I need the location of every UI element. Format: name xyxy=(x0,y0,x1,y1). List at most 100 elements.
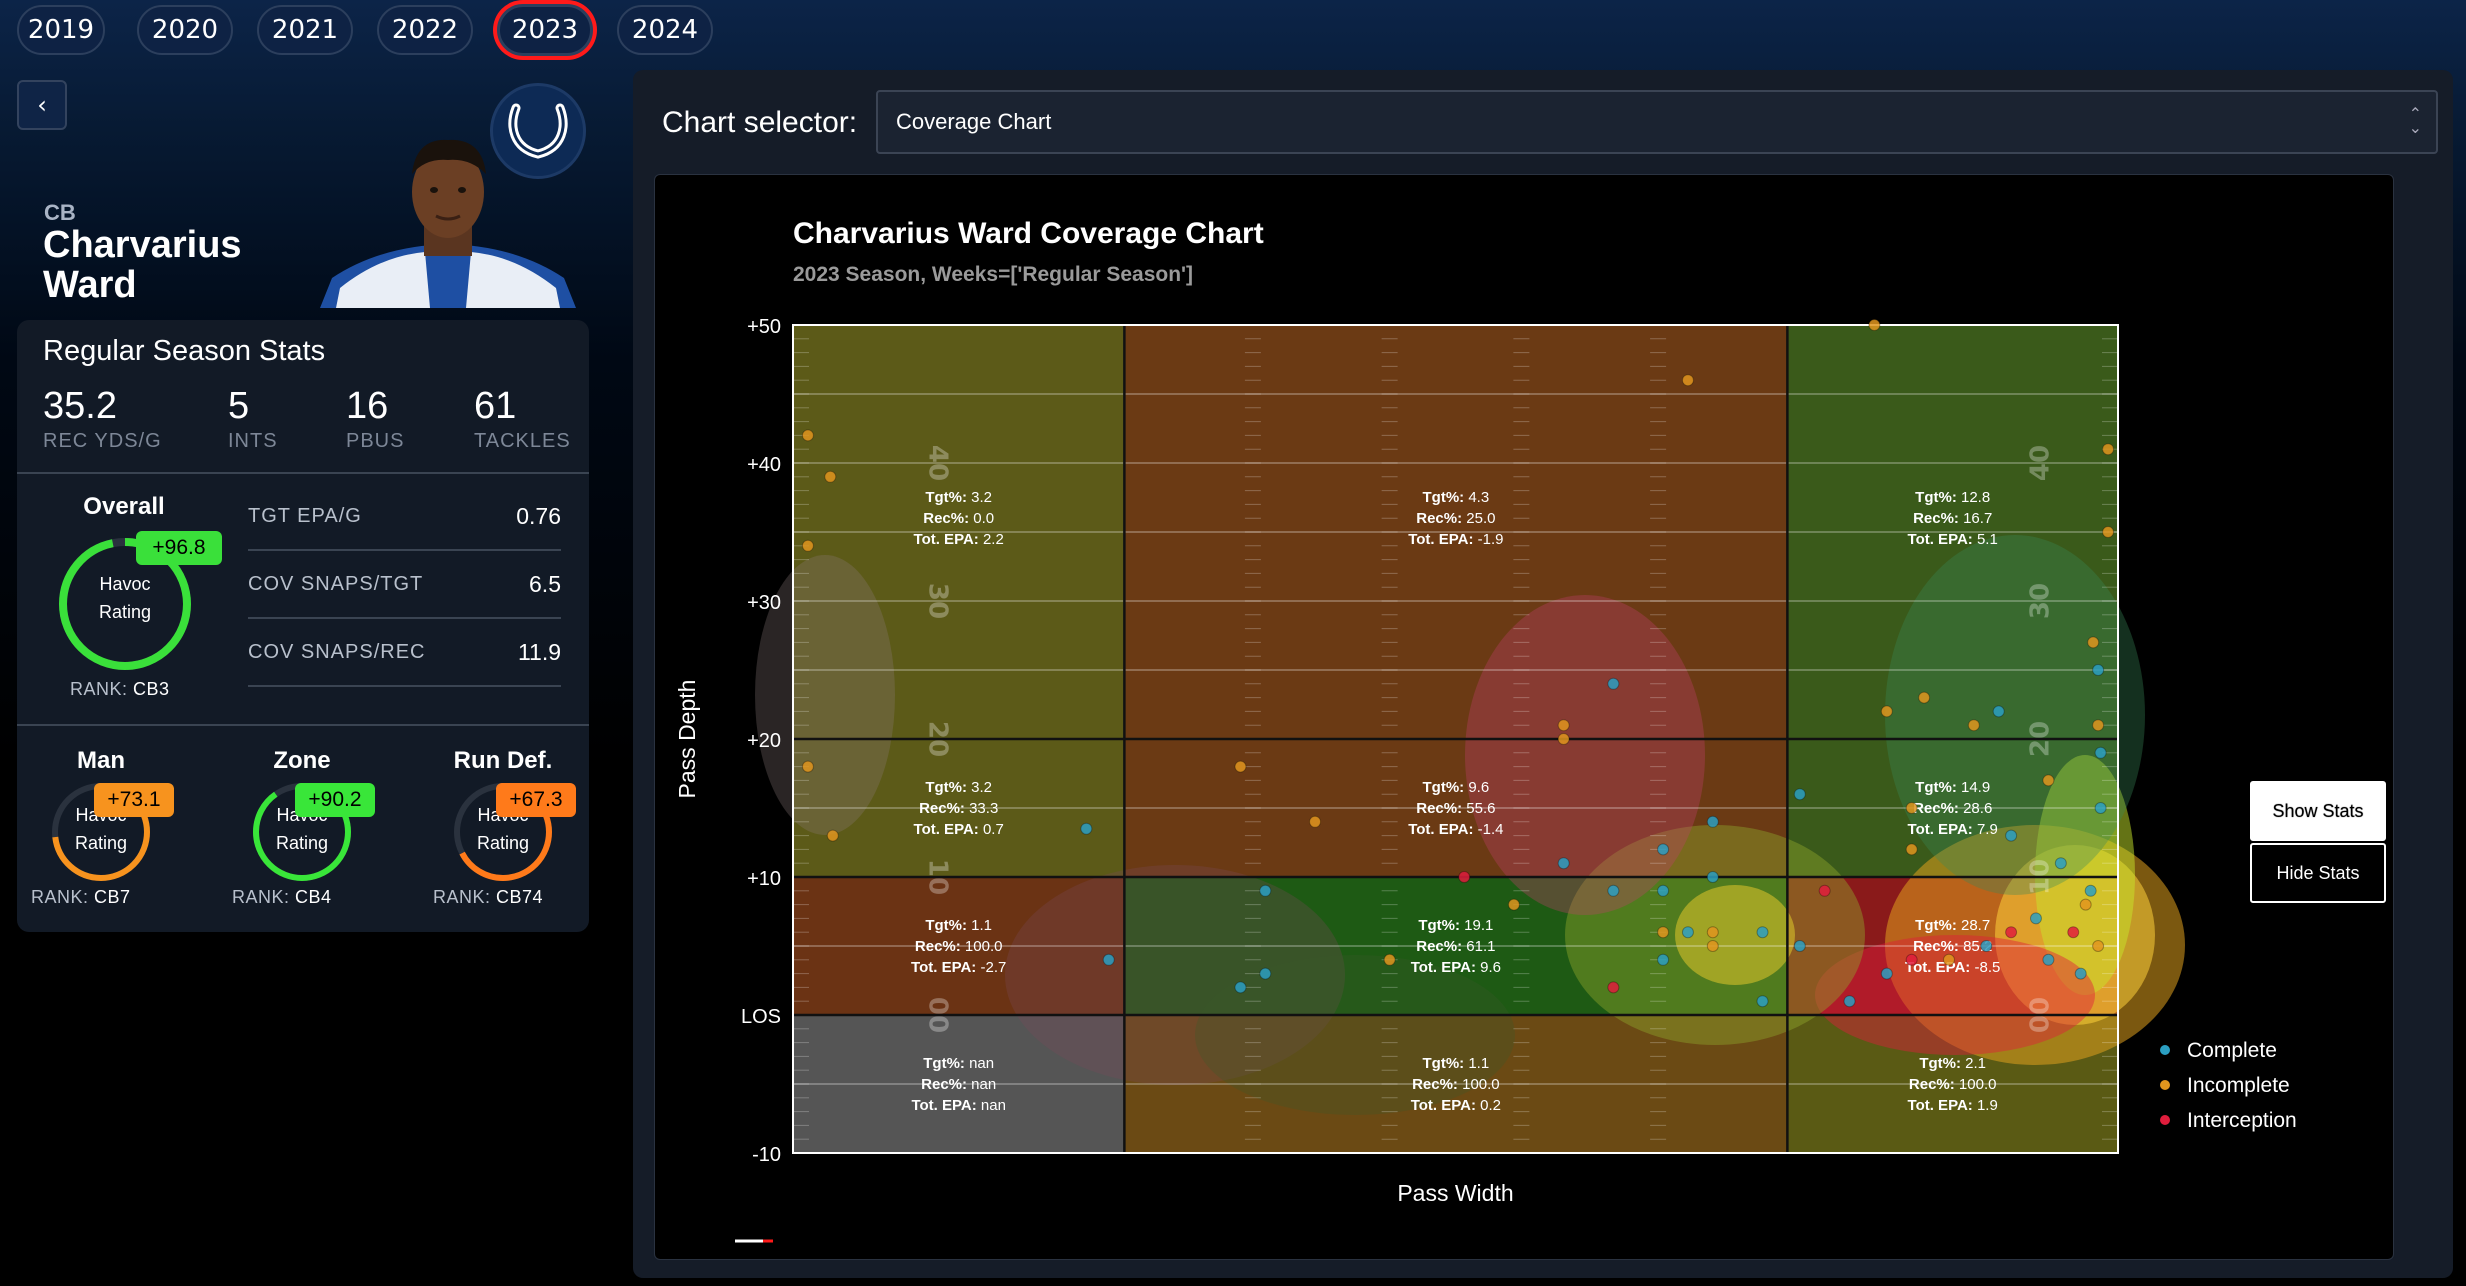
zone-stat-line: Tot. EPA: nan xyxy=(911,1097,1005,1114)
legend-marker xyxy=(2160,1080,2170,1090)
data-point xyxy=(1967,719,1980,732)
team-logo xyxy=(490,83,586,179)
legend-entry: Complete xyxy=(2187,1039,2277,1062)
zone-stat-line: Tgt%: 2.1 xyxy=(1919,1055,1986,1072)
overall-badge: +96.8 xyxy=(136,531,222,565)
chart-selector-label: Chart selector: xyxy=(662,106,858,139)
data-point xyxy=(2094,746,2107,759)
data-point xyxy=(1756,926,1769,939)
zone-stat-line: Tot. EPA: 7.9 xyxy=(1908,821,1998,838)
data-point xyxy=(2005,926,2018,939)
sub-rating-badge: +67.3 xyxy=(496,783,576,817)
data-point xyxy=(801,539,814,552)
legend-entry: Interception xyxy=(2187,1109,2297,1132)
year-tab-2022[interactable]: 2022 xyxy=(377,5,473,55)
chart-subtitle: 2023 Season, Weeks=['Regular Season'] xyxy=(793,263,1193,286)
data-point xyxy=(1880,967,1893,980)
data-point xyxy=(826,829,839,842)
legend-marker xyxy=(2160,1115,2170,1125)
chevron-left-icon: ‹ xyxy=(37,91,47,119)
data-point xyxy=(1918,691,1931,704)
data-point xyxy=(2087,636,2100,649)
coverage-chart-svg: Charvarius Ward Coverage Chart 2023 Seaso… xyxy=(674,217,2297,1243)
data-point xyxy=(801,429,814,442)
data-point xyxy=(1607,884,1620,897)
sub-rating-title: Man xyxy=(77,747,125,774)
year-tab-2024[interactable]: 2024 xyxy=(617,5,713,55)
data-point xyxy=(1942,953,1955,966)
player-position: CB xyxy=(44,200,76,225)
density-contour xyxy=(755,555,895,835)
data-point xyxy=(1905,802,1918,814)
stat-ints: 5 INTS xyxy=(228,385,278,452)
zone-stat-line: Tot. EPA: -1.9 xyxy=(1408,531,1503,548)
overall-title: Overall xyxy=(83,493,165,520)
data-point xyxy=(1259,884,1272,897)
data-point xyxy=(2054,857,2067,870)
coverage-zone xyxy=(793,739,1125,877)
year-tab-2023[interactable]: 2023 xyxy=(497,4,593,56)
data-point xyxy=(2042,953,2055,966)
data-point xyxy=(1557,719,1570,732)
data-point xyxy=(2005,829,2018,842)
year-tab-2020[interactable]: 2020 xyxy=(137,5,233,55)
sub-rating-rank: RANK: CB4 xyxy=(232,887,332,907)
coverage-zone xyxy=(793,877,1125,1015)
yard-number: 40 xyxy=(923,445,953,481)
zone-stat-line: Tgt%: 3.2 xyxy=(925,779,992,796)
data-point xyxy=(1756,995,1769,1008)
zone-stat-line: Rec%: 25.0 xyxy=(1416,510,1495,527)
zone-stat-line: Tot. EPA: 0.2 xyxy=(1411,1097,1501,1114)
hide-stats-button[interactable]: Hide Stats xyxy=(2250,843,2386,903)
data-point xyxy=(824,470,837,483)
coverage-chart: Charvarius Ward Coverage Chart 2023 Seaso… xyxy=(654,174,2394,1260)
data-point xyxy=(1793,940,1806,952)
density-contour xyxy=(1885,535,2145,895)
data-point xyxy=(2102,443,2115,456)
y-tick-label: +40 xyxy=(747,454,781,476)
back-button[interactable]: ‹ xyxy=(17,80,67,130)
data-point xyxy=(2079,898,2092,911)
y-tick-label: +30 xyxy=(747,592,781,614)
yard-number: 30 xyxy=(2025,583,2055,619)
y-axis-label: Pass Depth xyxy=(674,680,700,799)
density-contour xyxy=(1815,935,2095,1055)
yard-number: 30 xyxy=(923,583,953,619)
show-stats-button[interactable]: Show Stats xyxy=(2250,781,2386,841)
data-point xyxy=(2102,526,2115,538)
data-point xyxy=(1905,953,1918,966)
density-contour xyxy=(1675,885,1795,985)
regular-season-title: Regular Season Stats xyxy=(43,335,326,367)
zone-stat-line: Tgt%: 19.1 xyxy=(1418,917,1493,934)
data-point xyxy=(1259,967,1272,980)
data-point xyxy=(1706,815,1719,828)
chart-selector-dropdown[interactable]: Coverage Chart ⌃ ⌄ xyxy=(876,90,2438,154)
data-point xyxy=(1657,926,1670,939)
year-tab-2021[interactable]: 2021 xyxy=(257,5,353,55)
data-point xyxy=(1706,940,1719,952)
year-tab-2019[interactable]: 2019 xyxy=(17,5,105,55)
data-point xyxy=(1458,871,1471,883)
stat-tackles: 61 TACKLES xyxy=(474,385,571,452)
data-point xyxy=(1818,884,1831,897)
data-point xyxy=(1607,677,1620,690)
data-point xyxy=(1507,898,1520,911)
data-point xyxy=(1657,843,1670,856)
zone-stat-line: Tgt%: 12.8 xyxy=(1915,489,1990,506)
legend-marker xyxy=(2160,1045,2170,1055)
zone-stat-line: Tgt%: 1.1 xyxy=(925,917,992,934)
data-point xyxy=(1557,857,1570,870)
data-point xyxy=(1868,319,1881,331)
data-point xyxy=(2042,774,2055,787)
zone-stat-line: Tot. EPA: 9.6 xyxy=(1411,959,1501,976)
data-point xyxy=(2067,926,2080,939)
zone-stat-line: Rec%: nan xyxy=(921,1076,996,1093)
chart-title: Charvarius Ward Coverage Chart xyxy=(793,217,1264,250)
data-point xyxy=(1080,822,1093,835)
data-point xyxy=(2092,719,2105,732)
data-point xyxy=(2084,884,2097,897)
overall-rank: RANK: CB3 xyxy=(70,679,170,699)
sub-rating-rank: RANK: CB74 xyxy=(433,887,544,907)
zone-stat-line: Tot. EPA: -2.7 xyxy=(911,959,1006,976)
zone-stat-line: Rec%: 100.0 xyxy=(1909,1076,1997,1093)
